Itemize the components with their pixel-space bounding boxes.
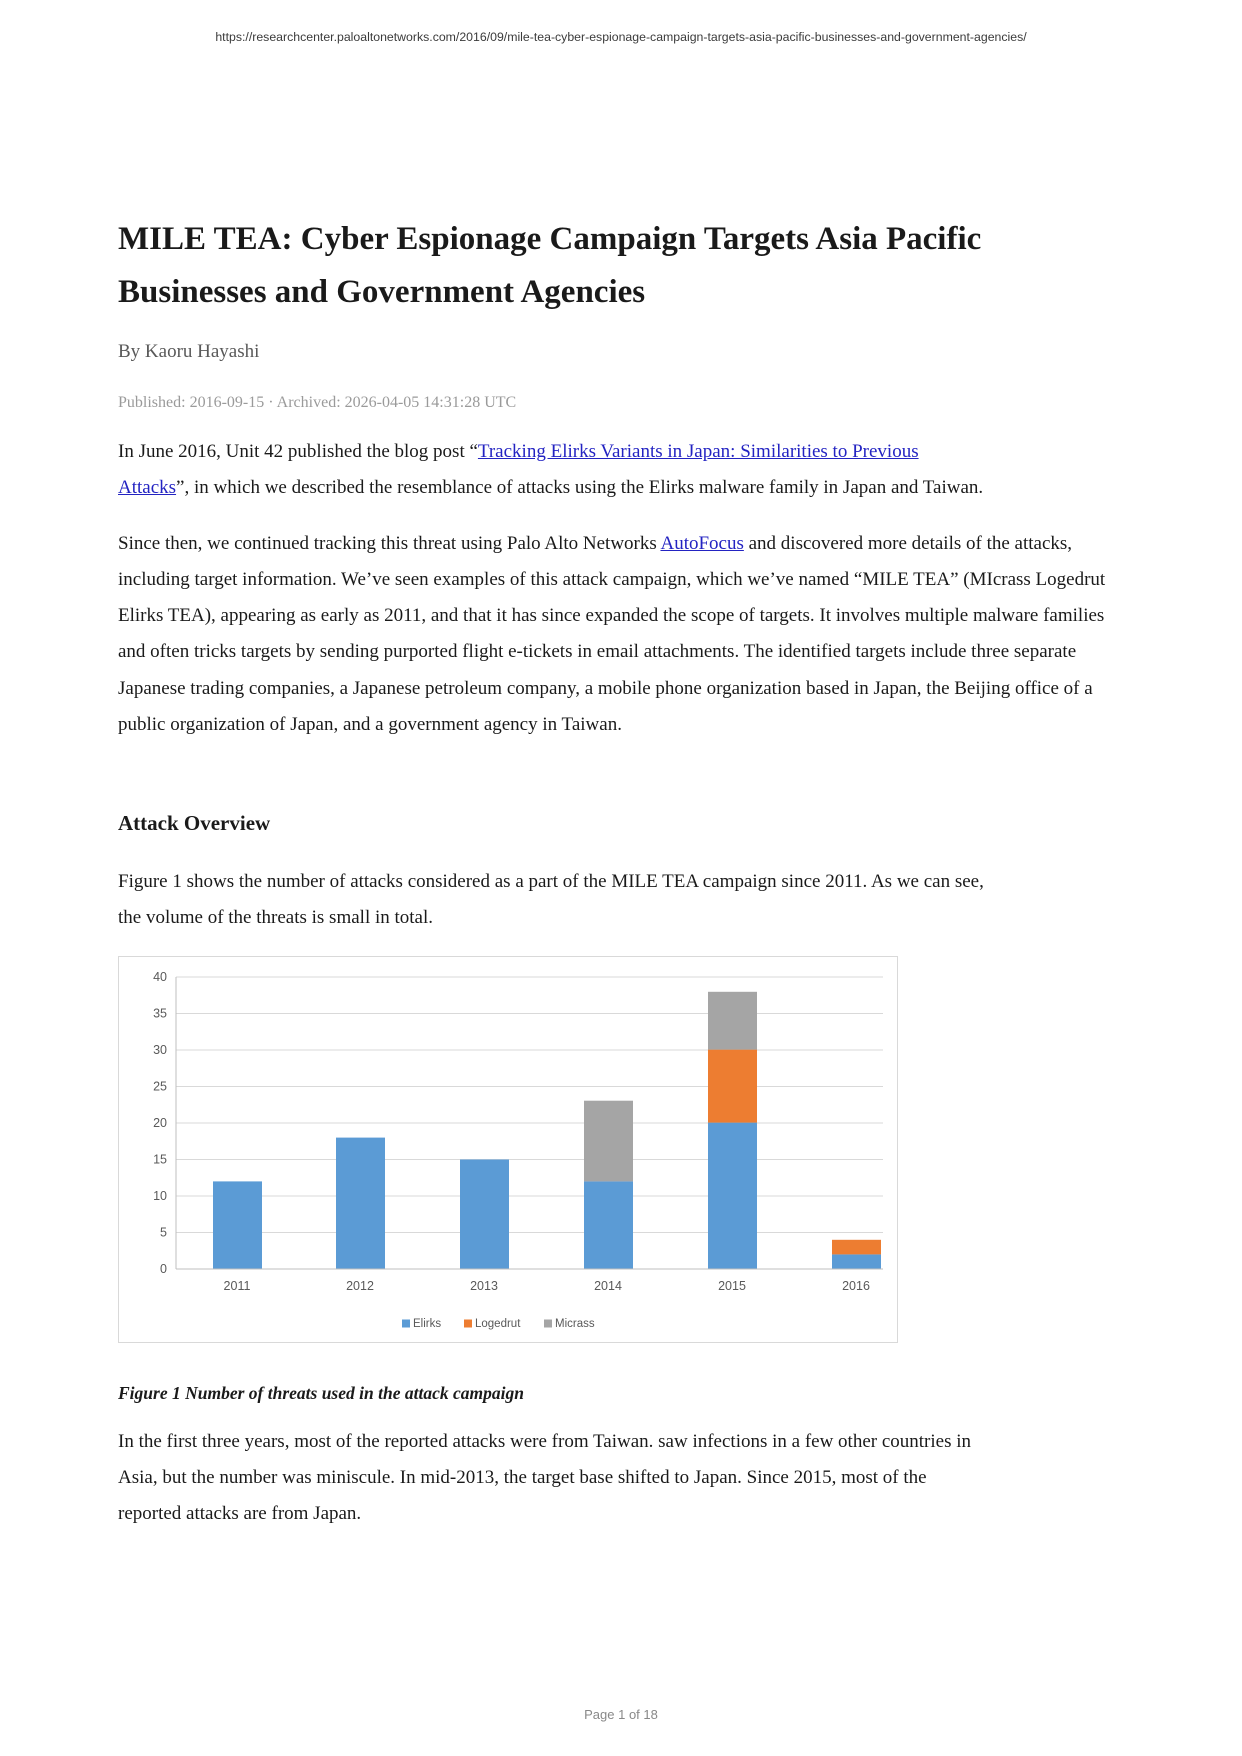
svg-text:2016: 2016 — [842, 1279, 870, 1293]
svg-text:10: 10 — [153, 1189, 167, 1203]
svg-text:25: 25 — [153, 1079, 167, 1093]
svg-text:Elirks: Elirks — [413, 1318, 441, 1330]
svg-text:2012: 2012 — [346, 1279, 374, 1293]
svg-text:2011: 2011 — [224, 1279, 251, 1293]
svg-text:Logedrut: Logedrut — [475, 1318, 521, 1330]
svg-text:15: 15 — [153, 1152, 167, 1166]
svg-text:40: 40 — [153, 970, 167, 984]
svg-text:20: 20 — [153, 1116, 167, 1130]
svg-text:0: 0 — [160, 1262, 167, 1276]
svg-text:35: 35 — [153, 1006, 167, 1020]
svg-text:5: 5 — [160, 1225, 167, 1239]
svg-text:30: 30 — [153, 1043, 167, 1057]
svg-text:2015: 2015 — [718, 1279, 746, 1293]
svg-text:2013: 2013 — [470, 1279, 498, 1293]
svg-text:Micrass: Micrass — [555, 1318, 595, 1330]
svg-text:2014: 2014 — [594, 1279, 622, 1293]
